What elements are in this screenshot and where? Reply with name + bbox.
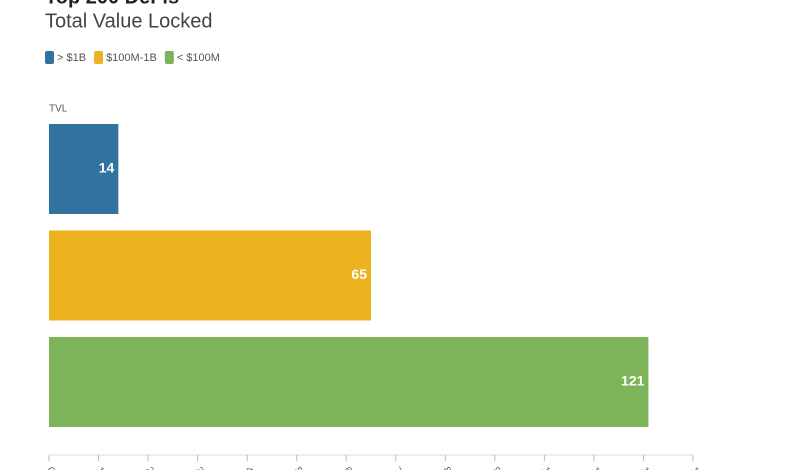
axis-label: TVL xyxy=(49,104,68,115)
bar xyxy=(49,337,649,427)
value-label: 121 xyxy=(621,373,645,389)
value-label: 14 xyxy=(99,160,115,176)
bar xyxy=(49,124,119,214)
x-tick-label: 100 xyxy=(539,465,557,470)
legend-swatch xyxy=(164,51,174,64)
x-tick-label: 110 xyxy=(589,465,607,470)
x-tick-label: 90 xyxy=(490,465,505,470)
x-tick-label: 20 xyxy=(143,465,158,470)
legend-swatch xyxy=(45,51,54,64)
legend-label: > $1B xyxy=(57,52,86,64)
x-tick-label: 120 xyxy=(639,465,657,470)
x-tick-label: 10 xyxy=(94,465,109,470)
value-label: 65 xyxy=(351,266,367,282)
legend-label: < $100M xyxy=(177,52,220,64)
chart-subtitle: Total Value Locked xyxy=(45,10,213,32)
chart-title: Top 200 DeFis xyxy=(45,0,179,8)
x-tick-label: 130 xyxy=(688,465,706,470)
x-tick-label: 60 xyxy=(341,465,356,470)
x-tick-label: 40 xyxy=(242,465,257,470)
x-tick-label: 50 xyxy=(292,465,307,470)
legend-swatch xyxy=(94,51,104,64)
x-tick-label: 0 xyxy=(44,465,57,470)
x-tick-label: 80 xyxy=(440,465,455,470)
x-tick-label: 30 xyxy=(193,465,208,470)
legend-label: $100M-1B xyxy=(106,52,157,64)
x-tick-label: 70 xyxy=(391,465,406,470)
bar xyxy=(49,230,371,321)
